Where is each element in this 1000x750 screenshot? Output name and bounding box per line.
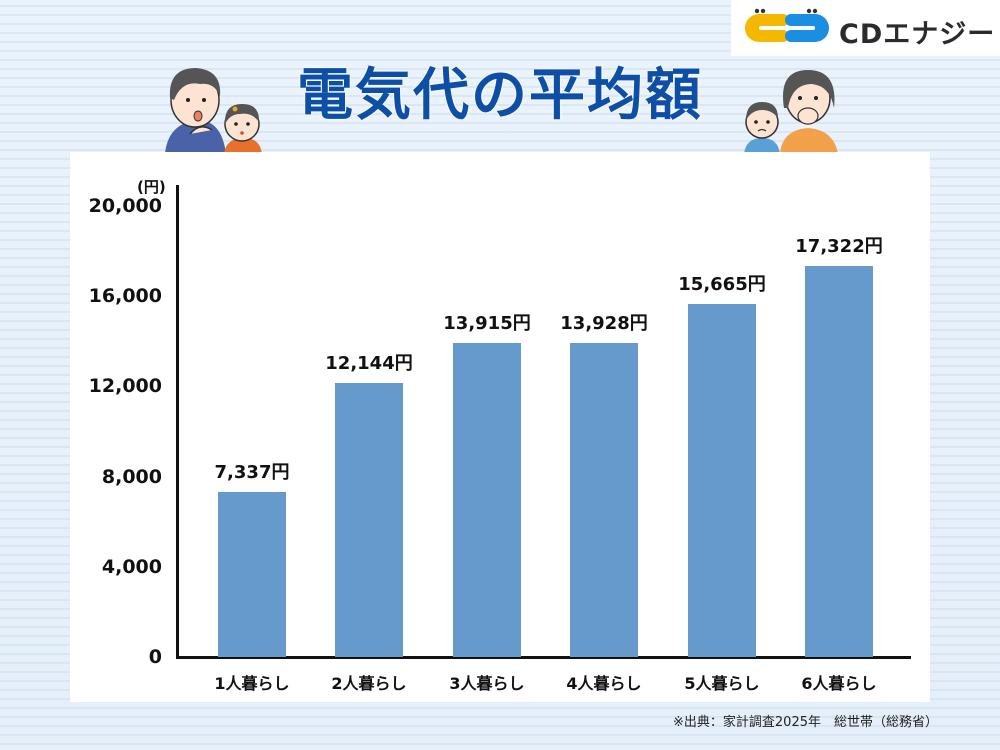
source-note: ※出典：家計調査2025年 総世帯（総務省）	[673, 715, 938, 730]
bar	[570, 342, 638, 657]
x-tick-label: 4人暮らし	[566, 674, 642, 693]
y-tick-label: 20,000	[88, 195, 162, 217]
y-tick-label: 0	[148, 646, 162, 668]
bar-value-label: 13,928円	[560, 312, 648, 334]
bar-value-label: 7,337円	[214, 461, 290, 483]
bar	[335, 383, 403, 657]
bar-value-label: 12,144円	[325, 353, 413, 375]
x-tick-label: 2人暮らし	[331, 674, 407, 693]
y-tick-label: 16,000	[88, 285, 162, 308]
y-axis-unit-label: (円)	[137, 178, 166, 196]
bar	[805, 266, 873, 657]
page-title: 電気代の平均額	[297, 63, 703, 128]
bar	[688, 303, 756, 657]
bar-value-label: 17,322円	[795, 236, 883, 258]
bar	[453, 343, 521, 657]
bar-value-label: 13,915円	[443, 313, 531, 335]
x-tick-label: 6人暮らし	[801, 674, 877, 693]
x-tick-label: 3人暮らし	[449, 674, 525, 693]
y-axis-line	[176, 185, 179, 659]
y-tick-label: 4,000	[101, 555, 162, 578]
bar-value-label: 15,665円	[678, 273, 766, 295]
brand-name: CDエナジー	[839, 19, 996, 50]
cd-logo-icon	[745, 8, 829, 42]
family-right-illustration	[744, 70, 838, 154]
family-left-illustration	[165, 68, 262, 154]
x-tick-label: 1人暮らし	[214, 674, 290, 693]
x-axis-line	[176, 656, 911, 659]
y-tick-label: 8,000	[101, 465, 162, 488]
brand-logo: CDエナジー	[731, 0, 1000, 56]
x-tick-label: 5人暮らし	[684, 674, 760, 693]
y-tick-label: 12,000	[88, 375, 162, 398]
bar	[218, 491, 286, 657]
